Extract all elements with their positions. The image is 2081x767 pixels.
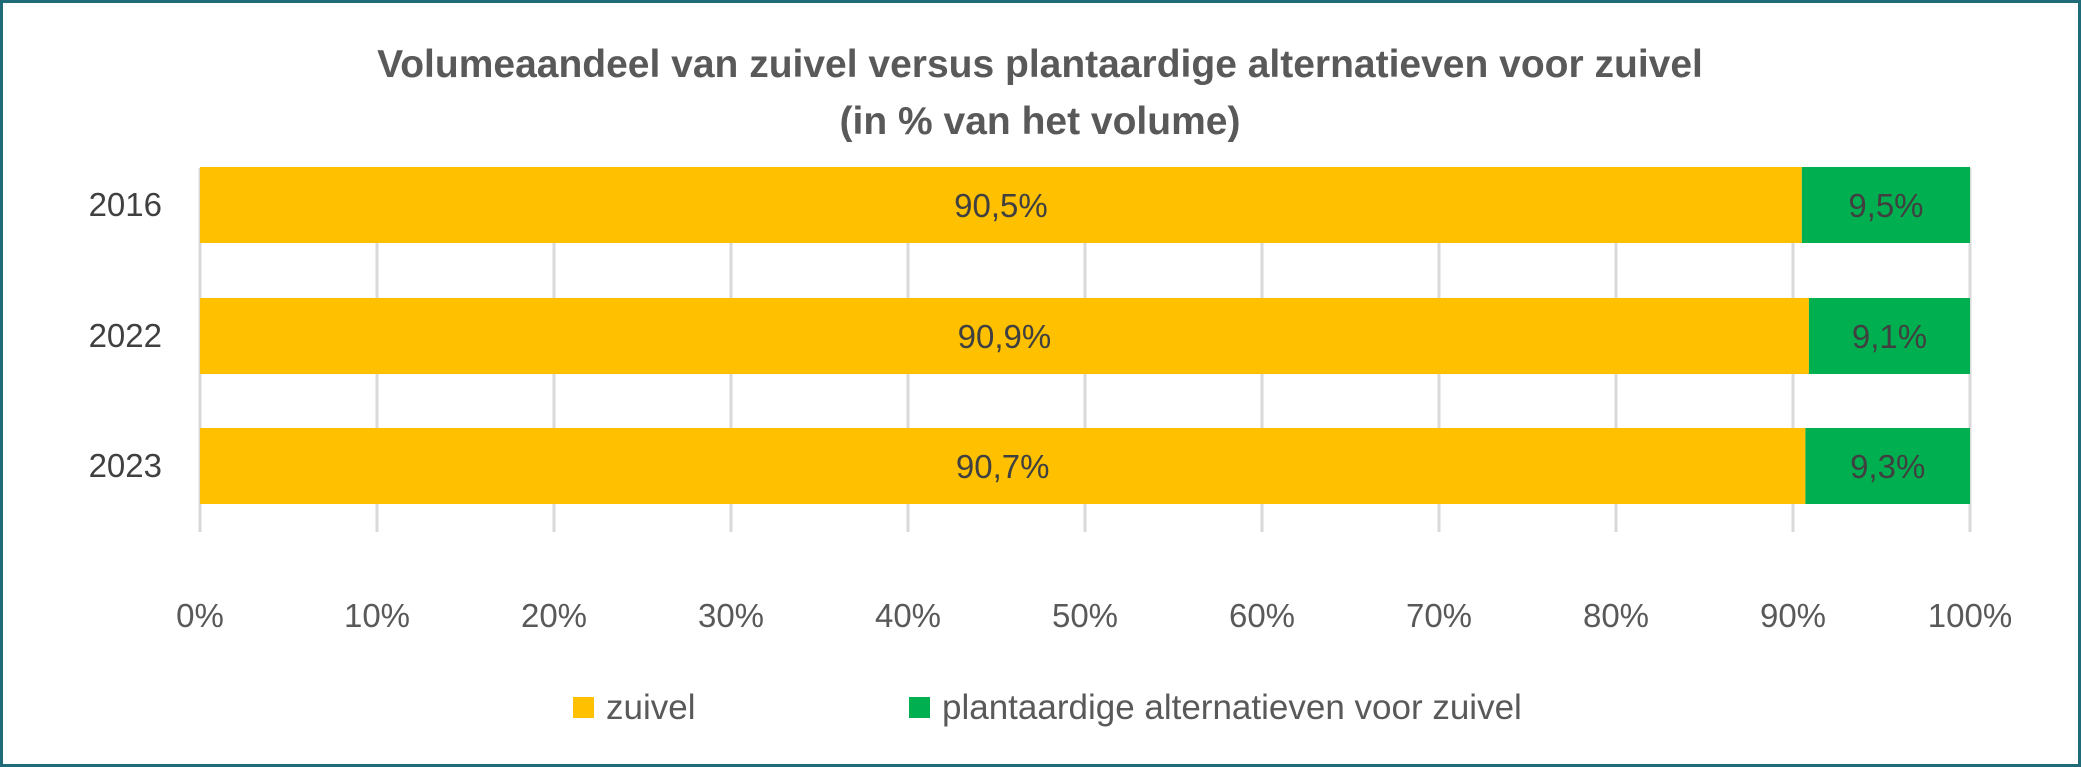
data-label: 9,1% [1852, 318, 1927, 355]
x-tick-label: 30% [698, 597, 764, 634]
legend-swatch [909, 697, 930, 718]
x-tick-label: 0% [176, 597, 224, 634]
bar-segment [200, 167, 1802, 243]
data-label: 9,5% [1848, 187, 1923, 224]
x-axis-ticks: 0% 10% 20% 30% 40% 50% 60% 70% 80% 90% 100% [176, 597, 2012, 634]
x-tick-label: 90% [1760, 597, 1826, 634]
category-label: 2016 [89, 186, 162, 223]
bar-segment [1805, 428, 1970, 504]
chart-title-line2: (in % van het volume) [840, 100, 1241, 143]
category-label: 2022 [89, 317, 162, 354]
legend: zuivel plantaardige alternatieven voor zu… [573, 688, 1522, 727]
legend-label: plantaardige alternatieven voor zuivel [942, 688, 1522, 727]
x-tick-label: 10% [344, 597, 410, 634]
bars: 90,5% 9,5% 90,9% 9,1% 90,7% 9,3% [200, 167, 1970, 504]
bar-segment [200, 428, 1806, 504]
category-label: 2023 [89, 447, 162, 484]
category-labels: 2016 2022 2023 [89, 186, 162, 484]
bar-segment [1808, 298, 1970, 374]
x-tick-label: 60% [1229, 597, 1295, 634]
x-tick-label: 20% [521, 597, 587, 634]
data-label: 90,9% [958, 318, 1052, 355]
chart-title-line1: Volumeaandeel van zuivel versus plantaar… [377, 43, 1703, 86]
data-label: 9,3% [1850, 448, 1925, 485]
x-tick-label: 40% [875, 597, 941, 634]
bar-segment [200, 298, 1809, 374]
legend-swatch [573, 697, 594, 718]
bar-segment [1801, 167, 1970, 243]
data-label: 90,5% [954, 187, 1048, 224]
x-tick-label: 100% [1928, 597, 2012, 634]
legend-label: zuivel [606, 688, 695, 727]
x-tick-label: 50% [1052, 597, 1118, 634]
x-tick-label: 80% [1583, 597, 1649, 634]
data-label: 90,7% [956, 448, 1050, 485]
x-tick-label: 70% [1406, 597, 1472, 634]
